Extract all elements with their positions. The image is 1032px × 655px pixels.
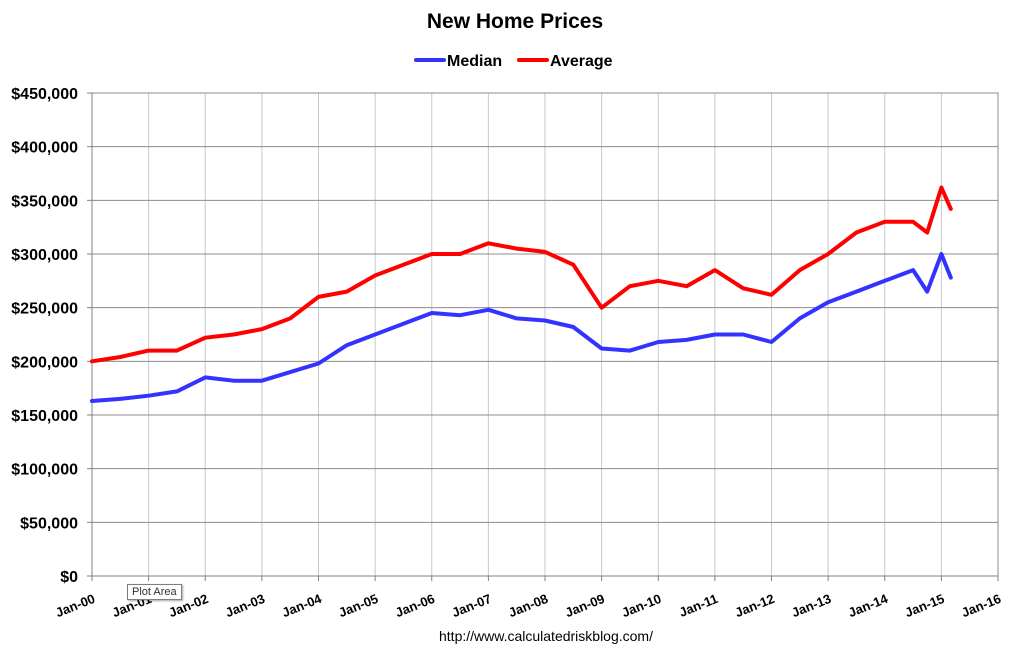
y-tick-label: $50,000 bbox=[20, 515, 78, 532]
series-line-average bbox=[90, 185, 953, 364]
y-tick-label: $350,000 bbox=[11, 193, 78, 210]
y-tick-label: $450,000 bbox=[11, 86, 78, 103]
y-tick-label: $100,000 bbox=[11, 462, 78, 479]
x-tick-label: Jan-16 bbox=[959, 591, 1003, 620]
legend: Median Average bbox=[414, 53, 613, 70]
y-tick-label: $400,000 bbox=[11, 140, 78, 157]
y-tick-label: $150,000 bbox=[11, 408, 78, 425]
x-tick-label: Jan-05 bbox=[336, 591, 380, 620]
chart-title: New Home Prices bbox=[427, 10, 603, 33]
plot-area[interactable]: Jan-00 Jan-01 Jan-02 Jan-03 Jan-04 Jan-05 Jan-… bbox=[11, 86, 1003, 620]
x-tick-label: Jan-09 bbox=[563, 591, 607, 620]
source-label: http://www.calculatedriskblog.com/ bbox=[439, 628, 653, 644]
x-tick-label: Jan-10 bbox=[620, 591, 664, 620]
x-tick-label: Jan-13 bbox=[789, 591, 833, 620]
x-tick-label: Jan-08 bbox=[506, 591, 550, 620]
x-tick-label: Jan-04 bbox=[280, 591, 325, 621]
x-tick-label: Jan-07 bbox=[450, 591, 494, 620]
x-tick-label: Jan-03 bbox=[223, 591, 267, 620]
x-tick-label: Jan-12 bbox=[733, 591, 777, 620]
x-tick-label: Jan-00 bbox=[53, 591, 97, 620]
series-line-median bbox=[90, 252, 953, 403]
legend-label-median: Median bbox=[447, 53, 502, 70]
x-tick-label: Jan-14 bbox=[846, 591, 891, 621]
x-tick-label: Jan-11 bbox=[677, 591, 720, 620]
x-tick-label: Jan-06 bbox=[393, 591, 437, 620]
y-tick-label: $0 bbox=[60, 569, 78, 586]
legend-label-average: Average bbox=[550, 53, 613, 70]
y-tick-label: $200,000 bbox=[11, 354, 78, 371]
plot-area-tooltip: Plot Area bbox=[127, 584, 182, 600]
y-tick-label: $250,000 bbox=[11, 301, 78, 318]
y-tick-label: $300,000 bbox=[11, 247, 78, 264]
x-tick-label: Jan-15 bbox=[903, 591, 947, 620]
